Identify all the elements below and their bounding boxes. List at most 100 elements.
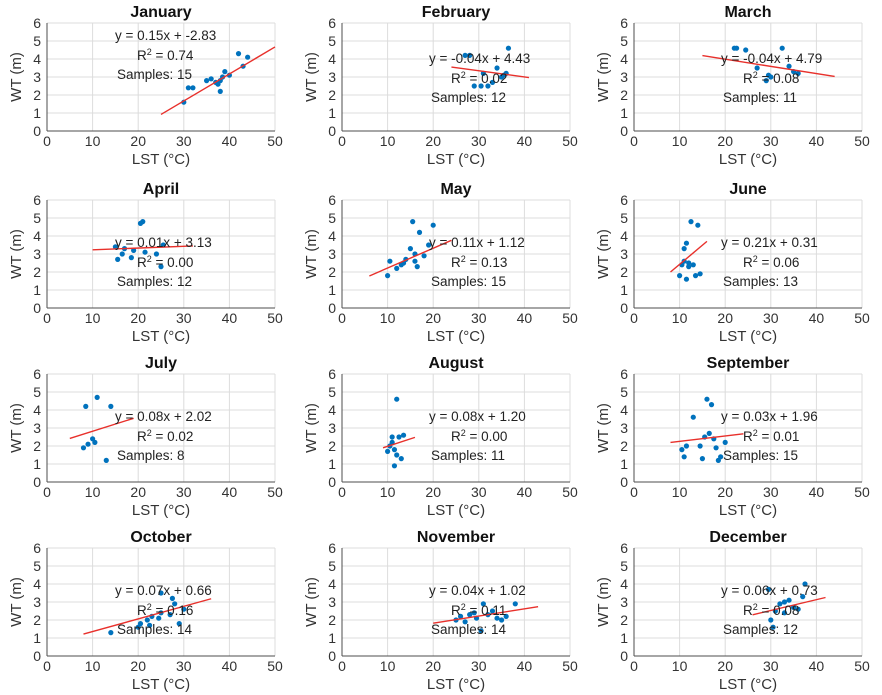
- y-tick-label: 3: [33, 246, 41, 262]
- fit-line: [382, 436, 416, 449]
- y-tick-label: 2: [328, 612, 336, 628]
- x-tick-label: 40: [517, 310, 533, 326]
- x-tick-label: 50: [562, 658, 578, 674]
- r-squared-label: R2 = 0.08: [743, 70, 799, 86]
- y-tick-label: 1: [620, 105, 628, 121]
- y-axis-label: WT (m): [8, 229, 25, 279]
- data-point: [169, 595, 175, 602]
- data-point: [795, 606, 801, 612]
- data-point: [679, 447, 685, 453]
- data-point: [131, 247, 137, 253]
- data-point: [108, 403, 114, 409]
- x-tick-label: 20: [425, 484, 441, 500]
- y-tick-label: 2: [620, 264, 628, 280]
- x-tick-label: 20: [717, 133, 733, 149]
- x-tick-label: 20: [425, 658, 441, 674]
- data-point: [457, 613, 464, 620]
- data-point: [83, 403, 89, 409]
- y-tick-label: 5: [33, 384, 41, 400]
- data-point: [160, 242, 166, 248]
- y-tick-label: 0: [33, 474, 41, 490]
- data-point: [407, 246, 413, 252]
- samples-label: Samples: 8: [117, 448, 185, 463]
- data-point: [765, 72, 772, 78]
- y-tick-label: 5: [620, 384, 628, 400]
- x-tick-label: 30: [763, 658, 779, 674]
- data-point: [754, 65, 760, 71]
- data-point: [235, 51, 242, 57]
- data-point: [421, 253, 427, 259]
- x-tick-label: 40: [517, 133, 533, 149]
- data-point: [485, 83, 491, 89]
- data-point: [683, 276, 690, 282]
- y-axis-label: WT (m): [8, 52, 25, 102]
- y-tick-label: 0: [33, 300, 41, 316]
- y-tick-label: 0: [33, 123, 41, 139]
- x-tick-label: 50: [562, 310, 578, 326]
- y-tick-label: 6: [328, 366, 336, 382]
- x-tick-label: 10: [380, 133, 396, 149]
- y-tick-label: 4: [620, 228, 628, 244]
- y-tick-label: 6: [328, 540, 336, 556]
- y-tick-label: 4: [328, 51, 336, 67]
- data-point: [426, 242, 432, 248]
- data-point: [222, 69, 228, 75]
- x-tick-label: 10: [380, 484, 396, 500]
- x-tick-label: 10: [672, 310, 688, 326]
- x-tick-label: 0: [630, 658, 638, 674]
- data-point: [692, 273, 699, 279]
- data-point: [142, 249, 148, 255]
- data-point: [396, 434, 402, 440]
- data-point: [478, 83, 484, 89]
- x-tick-label: 50: [854, 658, 870, 674]
- data-point: [786, 63, 792, 69]
- data-point: [394, 452, 400, 458]
- data-point: [686, 260, 692, 266]
- r-squared-label: R2 = 0.00: [451, 428, 507, 444]
- y-tick-label: 2: [328, 87, 336, 103]
- subplot-title: January: [130, 4, 191, 21]
- data-point: [462, 52, 468, 59]
- samples-label: Samples: 14: [117, 622, 193, 637]
- x-tick-label: 20: [130, 310, 146, 326]
- equation-label: y = -0.04x + 4.79: [721, 51, 822, 66]
- x-tick-label: 20: [425, 310, 441, 326]
- data-point: [704, 396, 710, 402]
- data-point: [688, 219, 694, 225]
- x-tick-label: 20: [130, 133, 146, 149]
- equation-label: y = 0.03x + 1.96: [721, 409, 818, 424]
- data-point: [410, 219, 416, 225]
- data-point: [480, 601, 486, 607]
- r-squared-label: R2 = 0.74: [137, 47, 194, 63]
- x-tick-label: 10: [672, 484, 688, 500]
- data-point: [777, 601, 783, 607]
- x-tick-label: 30: [763, 484, 779, 500]
- y-tick-label: 3: [328, 246, 336, 262]
- x-tick-label: 50: [854, 484, 870, 500]
- x-tick-label: 50: [267, 133, 283, 149]
- y-tick-label: 6: [33, 15, 41, 31]
- subplot-title: July: [145, 355, 177, 372]
- x-tick-label: 0: [630, 310, 638, 326]
- x-tick-label: 0: [43, 133, 51, 149]
- x-tick-label: 40: [222, 133, 238, 149]
- data-point: [489, 608, 496, 614]
- data-point: [768, 617, 774, 623]
- y-tick-label: 4: [33, 51, 41, 67]
- y-tick-label: 6: [33, 540, 41, 556]
- x-tick-label: 40: [809, 658, 825, 674]
- x-tick-label: 40: [222, 484, 238, 500]
- y-tick-label: 5: [33, 558, 41, 574]
- y-tick-label: 1: [328, 282, 336, 298]
- x-tick-label: 10: [85, 484, 101, 500]
- r-squared-label: R2 = 0.01: [743, 428, 799, 444]
- data-point: [119, 251, 125, 257]
- r-squared-label: R2 = 0.11: [451, 602, 506, 618]
- data-point: [467, 612, 473, 618]
- y-tick-label: 1: [33, 630, 41, 646]
- y-tick-label: 6: [328, 15, 336, 31]
- data-point: [137, 621, 144, 627]
